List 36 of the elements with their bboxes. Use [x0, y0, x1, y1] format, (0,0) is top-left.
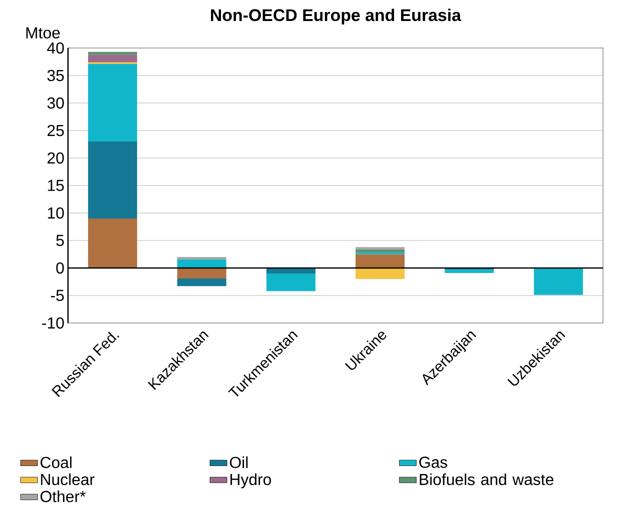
bar — [356, 249, 405, 253]
bar — [177, 256, 226, 260]
y-tick-label: 20 — [48, 152, 64, 164]
bar — [444, 270, 494, 273]
legend-label: Other* — [40, 490, 86, 502]
y-tick-label: 40 — [47, 42, 64, 54]
legend-label: Hydro — [230, 473, 271, 488]
y-tick-label: 10 — [48, 207, 64, 219]
bar — [534, 268, 583, 295]
y-tick-label: 15 — [48, 180, 64, 192]
y-tick-label: -5 — [51, 290, 64, 302]
bar — [88, 64, 138, 142]
bar — [177, 259, 226, 268]
chart-title: Non-OECD Europe and Eurasia — [211, 8, 462, 24]
legend-label: Nuclear — [41, 473, 94, 486]
legend-label: Gas — [419, 456, 448, 468]
bar — [88, 218, 138, 268]
bar — [177, 268, 226, 278]
bar — [356, 268, 405, 279]
bar — [266, 268, 316, 274]
legend-label: Biofuels and waste — [420, 473, 554, 486]
bar — [88, 54, 138, 62]
bar — [356, 254, 405, 268]
y-tick-label: 30 — [47, 97, 64, 109]
y-tick-label: -10 — [42, 317, 64, 329]
y-tick-label: 0 — [56, 262, 64, 274]
y-tick-label: 5 — [56, 234, 64, 246]
y-tick-label: 35 — [47, 70, 64, 82]
legend-label: Coal — [40, 456, 72, 468]
bar — [88, 141, 138, 218]
y-tick-label: 25 — [48, 124, 64, 136]
bar — [177, 278, 226, 286]
y-axis-title: Mtoe — [26, 27, 60, 38]
bar — [266, 273, 316, 292]
legend-label: Oil — [230, 456, 248, 468]
bar — [88, 52, 138, 55]
